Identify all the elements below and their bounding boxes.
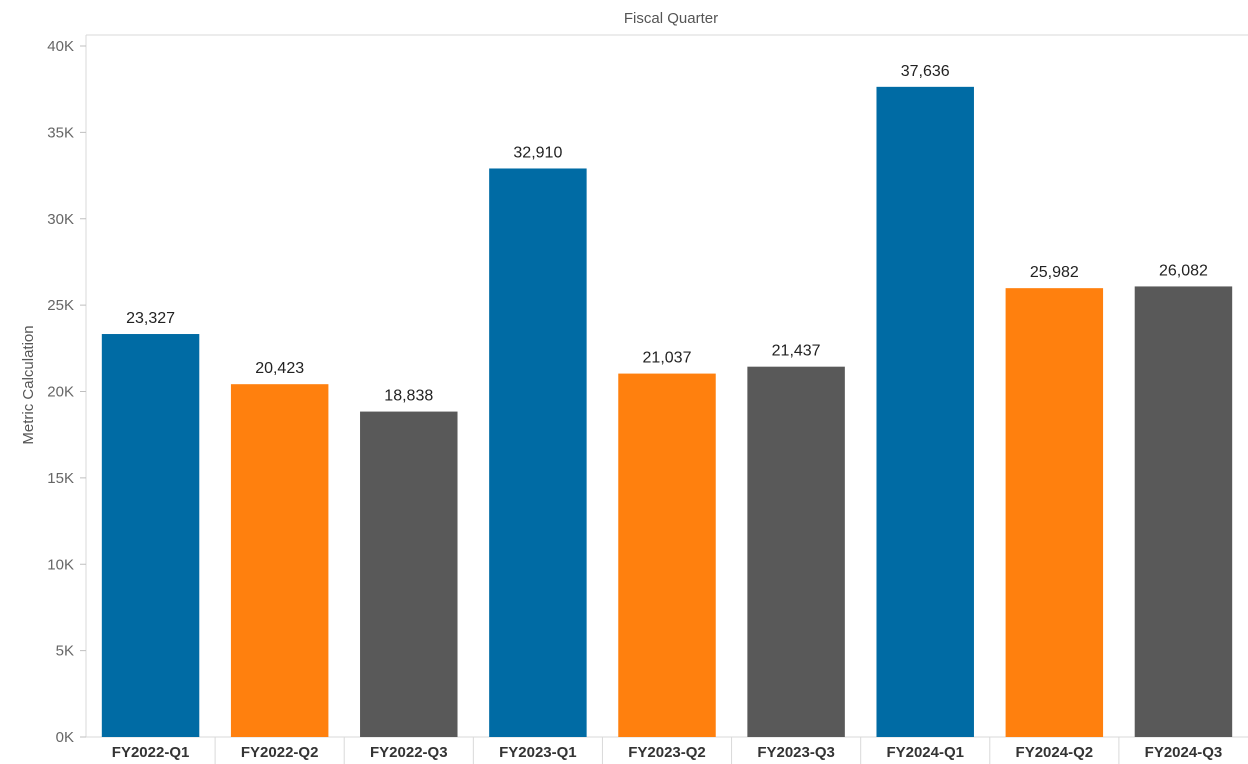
bar bbox=[1005, 288, 1104, 737]
bar bbox=[360, 411, 458, 737]
x-category-label: FY2022-Q3 bbox=[370, 744, 448, 761]
bar-value-label: 18,838 bbox=[384, 388, 433, 405]
category-labels: FY2022-Q1 FY2022-Q2 FY2022-Q3 FY2023-Q1 FY20… bbox=[112, 737, 1222, 764]
y-tick-label: 40K bbox=[47, 38, 74, 55]
bar-value-label: 37,636 bbox=[901, 63, 950, 80]
bar-value-label: 20,423 bbox=[255, 360, 304, 377]
bar bbox=[230, 384, 329, 737]
x-category-label: FY2024-Q3 bbox=[1145, 744, 1223, 761]
x-axis-title: Fiscal Quarter bbox=[624, 10, 718, 27]
bar-value-label: 26,082 bbox=[1159, 262, 1208, 279]
x-category-label: FY2022-Q1 bbox=[112, 744, 190, 761]
y-tick-label: 30K bbox=[47, 211, 74, 228]
bar-value-label: 25,982 bbox=[1030, 264, 1079, 281]
y-tick-label: 5K bbox=[56, 643, 74, 660]
bars: 23,327 20,423 18,838 32,910 21,037 21,437 37,6… bbox=[101, 63, 1233, 738]
y-axis-ticks: 0K 5K 10K 15K 20K 25K 30K 35K 40K bbox=[47, 38, 86, 746]
bar bbox=[489, 168, 587, 738]
x-category-label: FY2024-Q2 bbox=[1016, 744, 1094, 761]
x-category-label: FY2023-Q3 bbox=[757, 744, 835, 761]
bar bbox=[876, 86, 974, 738]
y-axis-title: Metric Calculation bbox=[20, 325, 37, 444]
bar-value-label: 32,910 bbox=[513, 144, 562, 161]
bar-value-label: 21,037 bbox=[643, 350, 692, 367]
x-category-label: FY2024-Q1 bbox=[886, 744, 964, 761]
bar-value-label: 23,327 bbox=[126, 310, 175, 327]
x-category-label: FY2023-Q1 bbox=[499, 744, 577, 761]
y-tick-label: 10K bbox=[47, 556, 74, 573]
bar bbox=[618, 373, 716, 737]
x-category-label: FY2022-Q2 bbox=[241, 744, 319, 761]
y-tick-label: 15K bbox=[47, 470, 74, 487]
bar bbox=[101, 334, 200, 737]
y-tick-label: 0K bbox=[56, 729, 74, 746]
bar-value-label: 21,437 bbox=[772, 343, 821, 360]
y-tick-label: 35K bbox=[47, 124, 74, 141]
bar bbox=[747, 366, 845, 737]
bar bbox=[1134, 286, 1233, 737]
y-tick-label: 20K bbox=[47, 384, 74, 401]
x-category-label: FY2023-Q2 bbox=[628, 744, 706, 761]
y-tick-label: 25K bbox=[47, 297, 74, 314]
